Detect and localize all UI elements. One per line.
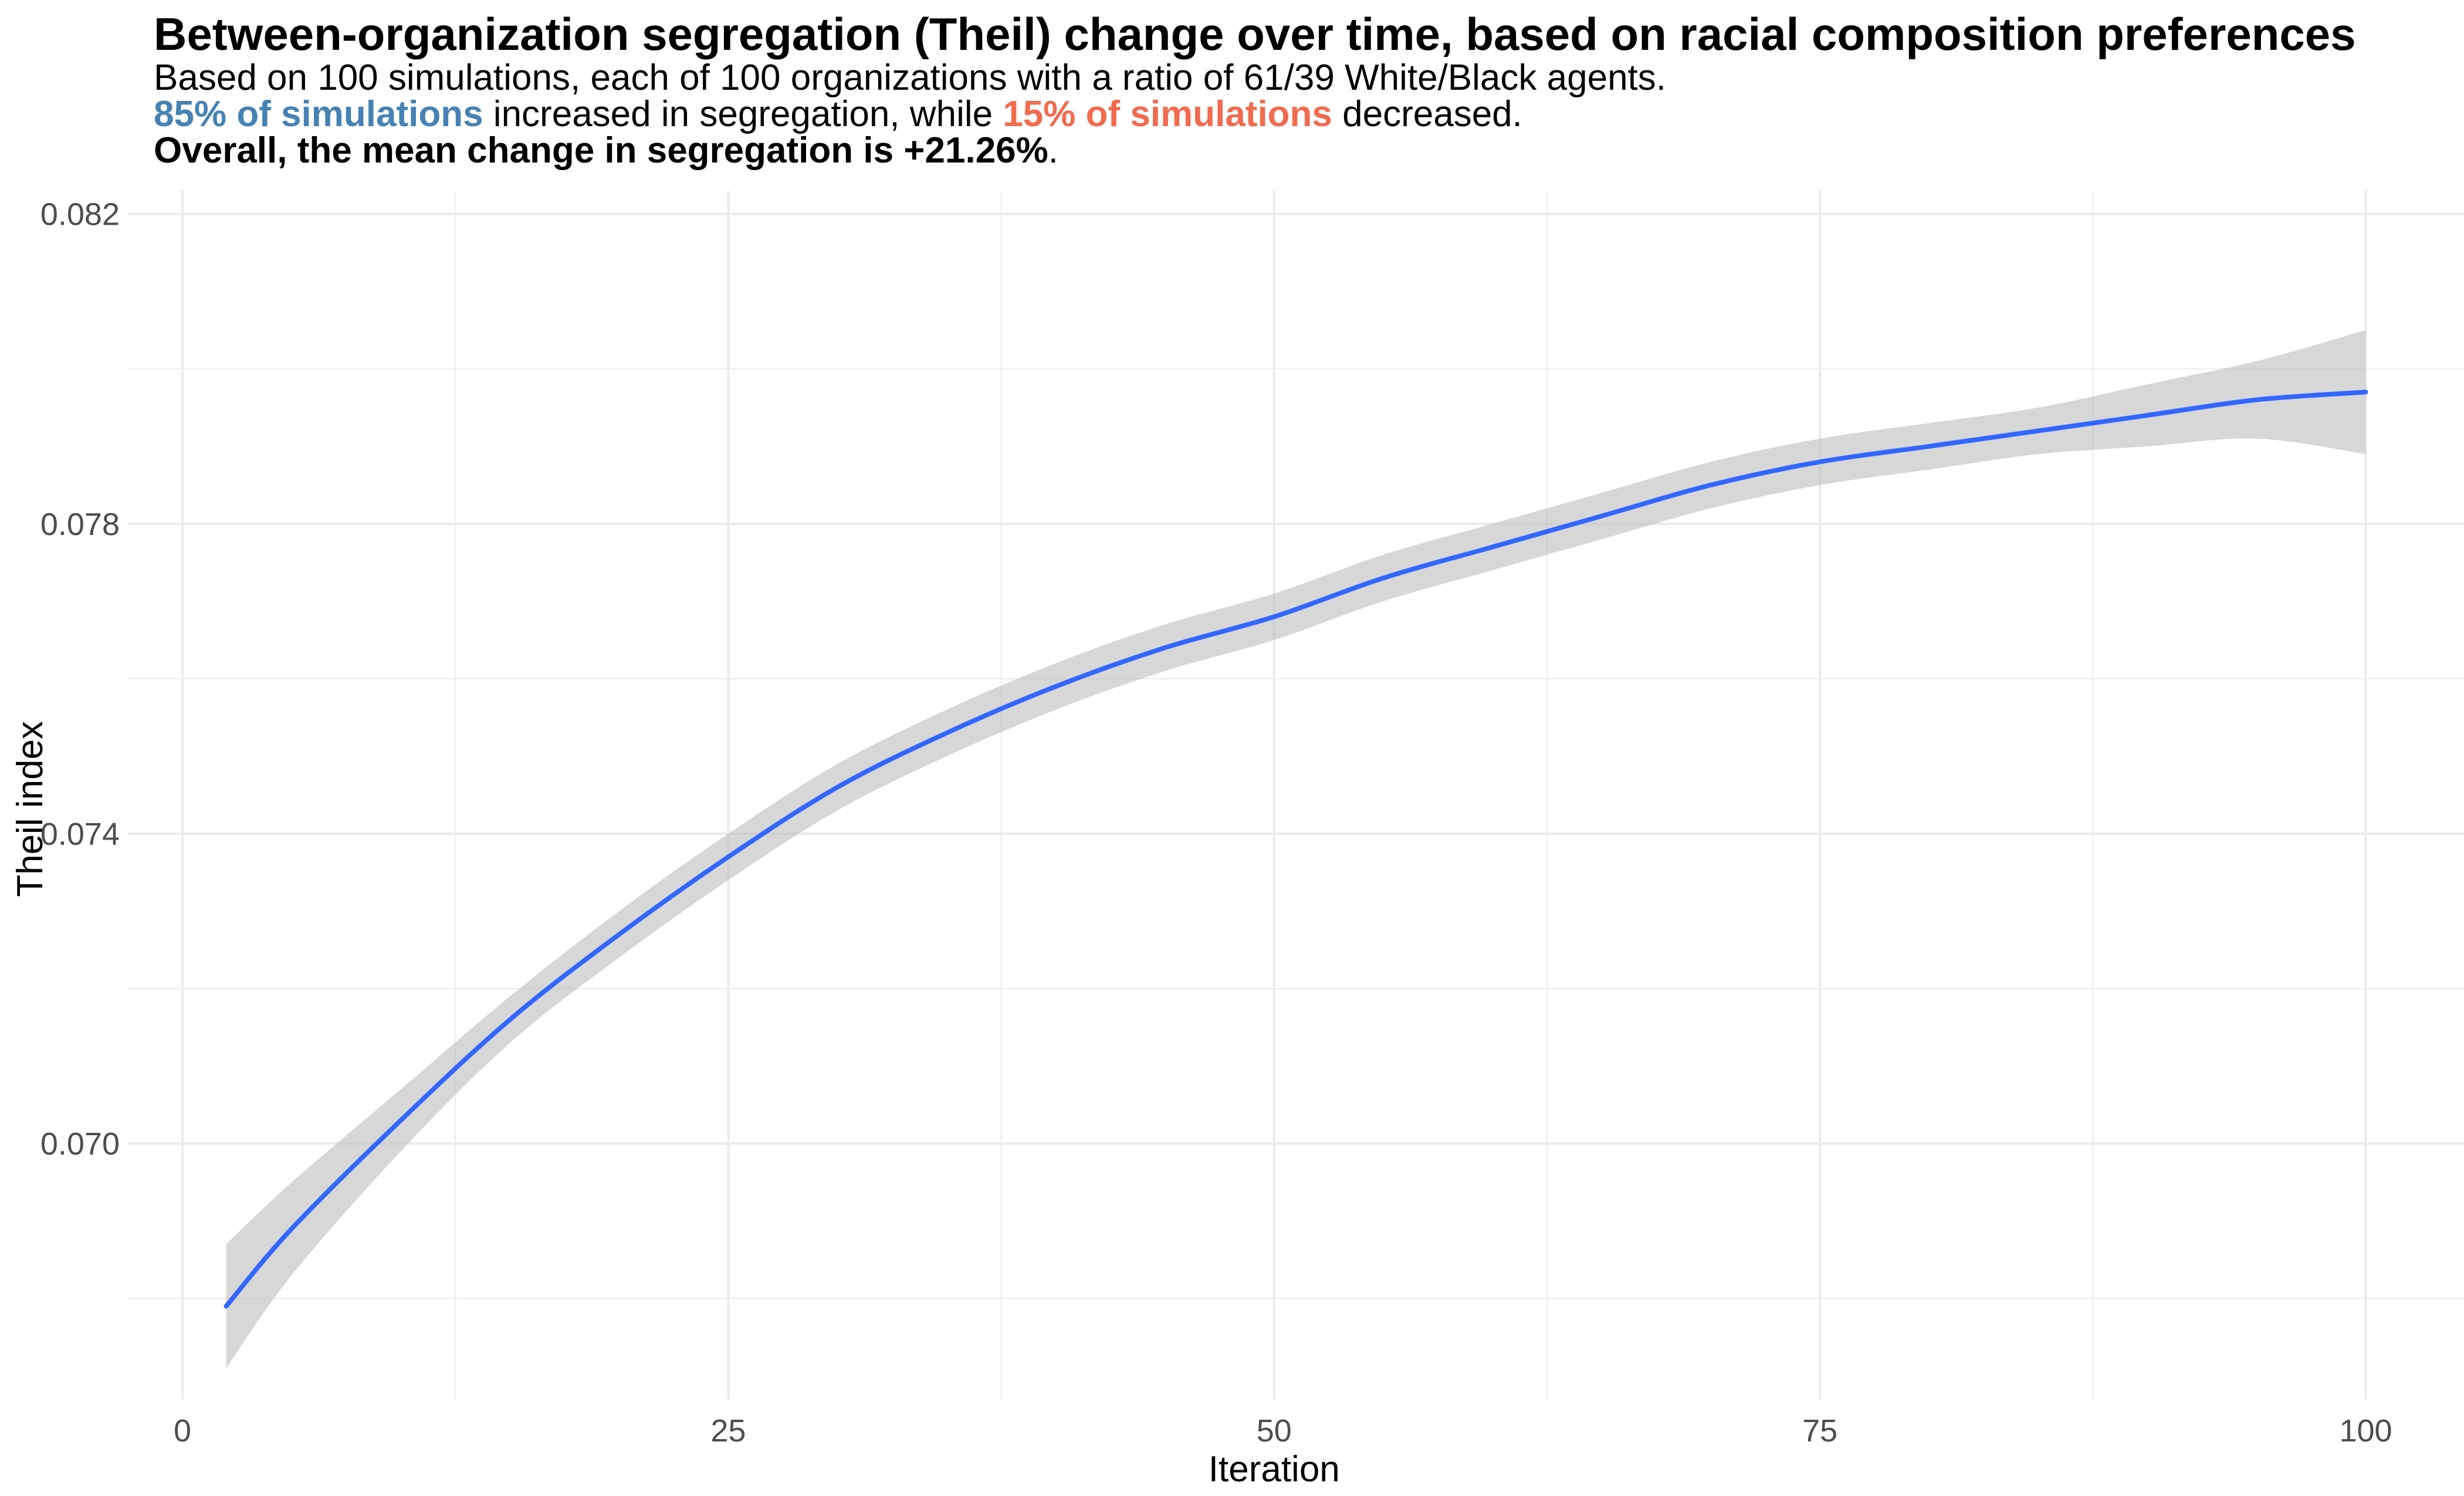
chart-title: Between-organization segregation (Theil)… [154, 8, 2356, 60]
chart-subtitle-line-3: Overall, the mean change in segregation … [154, 133, 2442, 169]
y-tick-label: 0.074 [40, 817, 120, 852]
major-gridlines [128, 191, 2464, 1399]
chart-header: Between-organization segregation (Theil)… [154, 8, 2442, 169]
chart-subtitle-line-1: Based on 100 simulations, each of 100 or… [154, 57, 1666, 98]
x-axis-title: Iteration [1209, 1449, 1340, 1490]
smooth-line [224, 390, 2368, 1309]
y-axis-title: Theil index [10, 721, 50, 897]
x-axis-tick-labels: 0 25 50 75 100 [174, 1413, 2392, 1448]
y-axis-tick-labels: 0.070 0.074 0.078 0.082 [40, 197, 120, 1162]
mean-change-statement: Overall, the mean change in segregation … [154, 130, 1048, 171]
subtitle-line-2-end: decreased. [1332, 94, 1522, 134]
x-tick-label: 75 [1802, 1413, 1837, 1448]
subtitle-line-3-end: . [1048, 130, 1059, 171]
x-tick-label: 100 [2339, 1413, 2392, 1448]
x-tick-label: 25 [710, 1413, 746, 1448]
chart-subtitle-line-2: 85% of simulations increased in segregat… [154, 96, 2442, 133]
y-tick-label: 0.078 [40, 507, 120, 542]
y-tick-label: 0.082 [40, 197, 120, 232]
x-tick-label: 50 [1257, 1413, 1292, 1448]
subtitle-line-2-mid: increased in segregation, while [483, 94, 1003, 134]
y-tick-label: 0.070 [40, 1126, 120, 1162]
minor-gridlines [128, 191, 2464, 1399]
x-tick-label: 0 [174, 1413, 191, 1448]
confidence-band [226, 330, 2366, 1369]
increase-highlight: 85% of simulations [154, 94, 483, 134]
decrease-highlight: 15% of simulations [1003, 94, 1332, 134]
